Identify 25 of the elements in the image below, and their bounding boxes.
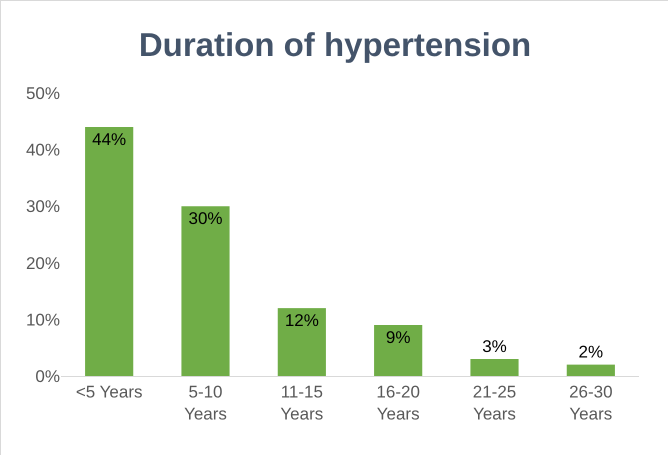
data-label: 3% (482, 337, 507, 356)
y-tick-label: 50% (26, 84, 60, 103)
x-tick-label: 5-10 Years (184, 382, 227, 424)
data-label: 12% (284, 311, 319, 330)
x-tick-label: 11-15 Years (280, 382, 324, 424)
bar (278, 308, 326, 376)
y-tick-label: 30% (26, 197, 60, 216)
y-tick-label: 40% (26, 140, 60, 160)
data-label: 30% (188, 209, 223, 228)
bar (374, 325, 422, 376)
data-label: 2% (578, 342, 604, 362)
data-label: 44% (92, 130, 126, 149)
x-tick-label: 21-25 Years (472, 382, 516, 424)
y-tick-label: 0% (35, 366, 60, 386)
bar (181, 206, 230, 376)
x-tick-label: <5 Years (76, 382, 142, 402)
y-tick-label: 10% (26, 310, 60, 330)
bar (566, 364, 615, 376)
x-tick-label: 16-20 Years (376, 382, 420, 424)
chart-title: Duration of hypertension (138, 26, 532, 63)
bar (470, 359, 519, 376)
bar (85, 126, 134, 376)
x-tick-label: 26-30 Years (569, 382, 613, 424)
y-tick-label: 20% (26, 254, 60, 273)
data-label: 9% (386, 328, 410, 348)
